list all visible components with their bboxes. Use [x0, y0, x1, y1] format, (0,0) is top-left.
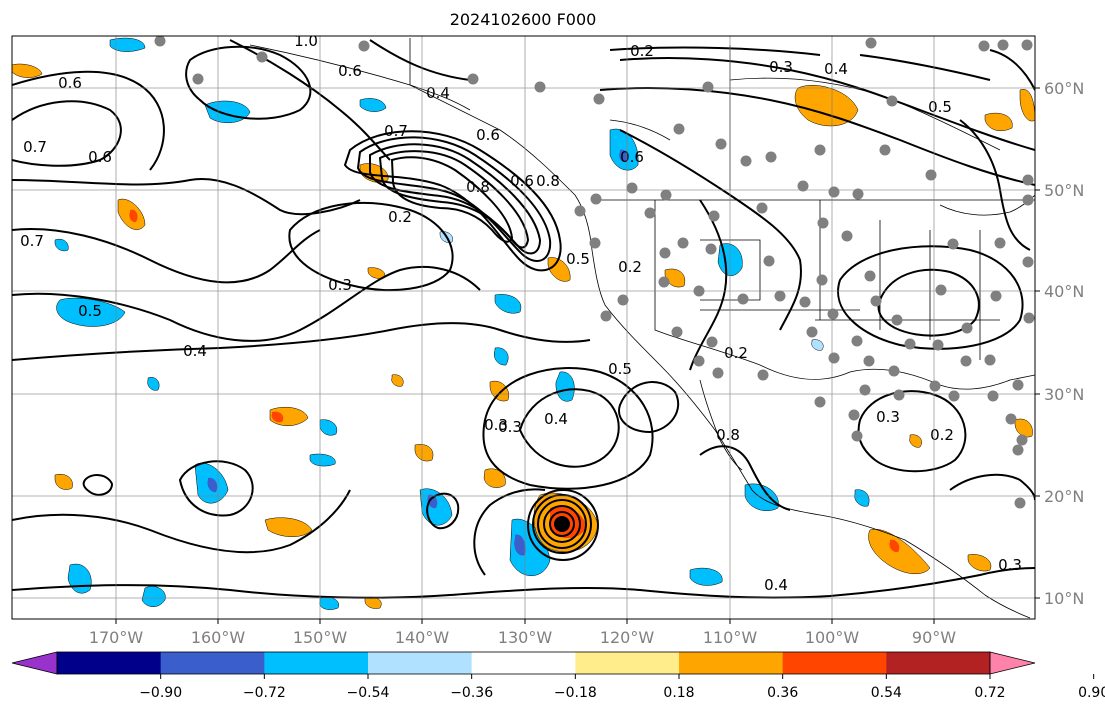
- colorbar-tick-label: −0.54: [347, 685, 390, 701]
- observation-stations: [154, 36, 1035, 509]
- contour-value-label: 0.8: [466, 178, 490, 196]
- colorbar-tick-label: 0.36: [767, 685, 798, 701]
- colorbar-tick-label: −0.90: [139, 685, 182, 701]
- colorbar-segment: [57, 652, 162, 674]
- contour-value-label: 0.2: [724, 344, 748, 362]
- contour-value-label: 0.6: [476, 126, 500, 144]
- contour-value-label: 0.3: [876, 408, 900, 426]
- hurricane-ring: [549, 511, 575, 537]
- colorbar-segment: [886, 652, 991, 674]
- colorbar-segment: [575, 652, 680, 674]
- colorbar-tick-label: 0.18: [663, 685, 694, 701]
- hurricane-center-marker: [554, 516, 570, 532]
- colorbar-segment: [264, 652, 369, 674]
- contour-value-label: 0.6: [620, 148, 644, 166]
- contour-value-label: 0.6: [88, 148, 112, 166]
- longitude-label: 160°W: [191, 628, 246, 647]
- contour-value-label: 0.6: [510, 172, 534, 190]
- colorbar-left-extension: [11, 651, 58, 675]
- contour-value-label: 0.4: [183, 342, 207, 360]
- contour-value-label: 0.2: [618, 258, 642, 276]
- contour-value-label: 0.6: [58, 74, 82, 92]
- colorbar-segment: [160, 652, 265, 674]
- latitude-label: 20°N: [1044, 487, 1084, 506]
- longitude-label: 120°W: [600, 628, 655, 647]
- contour-value-label: 0.5: [566, 250, 590, 268]
- colorbar: −0.90 −0.72 −0.54 −0.36 −0.18 0.18 0.36 0.54 0.7…: [11, 651, 1105, 701]
- longitude-label: 110°W: [703, 628, 758, 647]
- plot-frame: [11, 35, 1036, 620]
- contour-value-label: 0.8: [536, 172, 560, 190]
- colorbar-tick-label: −0.18: [554, 685, 597, 701]
- contour-value-label: 0.3: [328, 276, 352, 294]
- contour-value-label: 0.2: [630, 42, 654, 60]
- contour-value-label: 0.7: [23, 138, 47, 156]
- colorbar-tick-label: 0.54: [871, 685, 902, 701]
- latitude-label: 10°N: [1044, 589, 1084, 608]
- longitude-label: 150°W: [293, 628, 348, 647]
- latitude-label: 30°N: [1044, 385, 1084, 404]
- colorbar-tick-label: −0.36: [450, 685, 493, 701]
- contour-value-label: 0.3: [498, 418, 522, 436]
- longitude-label: 100°W: [805, 628, 860, 647]
- colorbar-segment: [782, 652, 887, 674]
- longitude-label: 140°W: [395, 628, 450, 647]
- contour-lines: [12, 39, 1035, 599]
- contour-value-label: 0.4: [544, 410, 568, 428]
- colorbar-segment: [368, 652, 473, 674]
- contour-value-label: 0.5: [608, 360, 632, 378]
- longitude-label: 90°W: [912, 628, 956, 647]
- graticule: [12, 36, 1035, 619]
- contour-labels: 0.20.3 0.40.60.50.40.70.60.80.60.70.50.4 0…: [20, 32, 1022, 594]
- latitude-label: 40°N: [1044, 282, 1084, 301]
- contour-value-label: 0.4: [426, 84, 450, 102]
- colorbar-tick-label: 0.72: [974, 685, 1005, 701]
- map-layers: 0.20.3 0.40.60.50.40.70.60.80.60.70.50.4 0…: [12, 32, 1035, 619]
- colorbar-tick-label: 0.90: [1078, 685, 1105, 701]
- contour-value-label: 0.2: [930, 426, 954, 444]
- contour-value-label: 0.8: [716, 426, 740, 444]
- latitude-axis: 60°N 50°N 40°N 30°N 20°N 10°N: [1035, 79, 1084, 608]
- longitude-label: 130°W: [498, 628, 553, 647]
- colorbar-segment: [679, 652, 784, 674]
- contour-value-label: 0.5: [928, 98, 952, 116]
- latitude-label: 60°N: [1044, 79, 1084, 98]
- latitude-label: 50°N: [1044, 181, 1084, 200]
- longitude-axis: 170°W 160°W 150°W 140°W 130°W 120°W 110°W 100°W…: [89, 619, 956, 647]
- contour-value-label: 0.3: [769, 58, 793, 76]
- contour-value-label: 1.0: [294, 32, 318, 50]
- contour-value-label: 0.7: [20, 232, 44, 250]
- longitude-label: 170°W: [89, 628, 144, 647]
- contour-value-label: 0.4: [824, 60, 848, 78]
- map-title: 2024102600 F000: [449, 10, 597, 29]
- contour-value-label: 0.3: [998, 556, 1022, 574]
- contour-value-label: 0.5: [78, 302, 102, 320]
- contour-value-label: 0.6: [338, 62, 362, 80]
- colorbar-segment: [471, 652, 576, 674]
- contour-value-label: 0.7: [384, 122, 408, 140]
- colorbar-right-extension: [989, 651, 1036, 675]
- contour-value-label: 0.3: [484, 416, 508, 434]
- contour-value-label: 0.4: [764, 576, 788, 594]
- colorbar-tick-label: −0.72: [243, 685, 286, 701]
- contour-value-label: 0.2: [388, 208, 412, 226]
